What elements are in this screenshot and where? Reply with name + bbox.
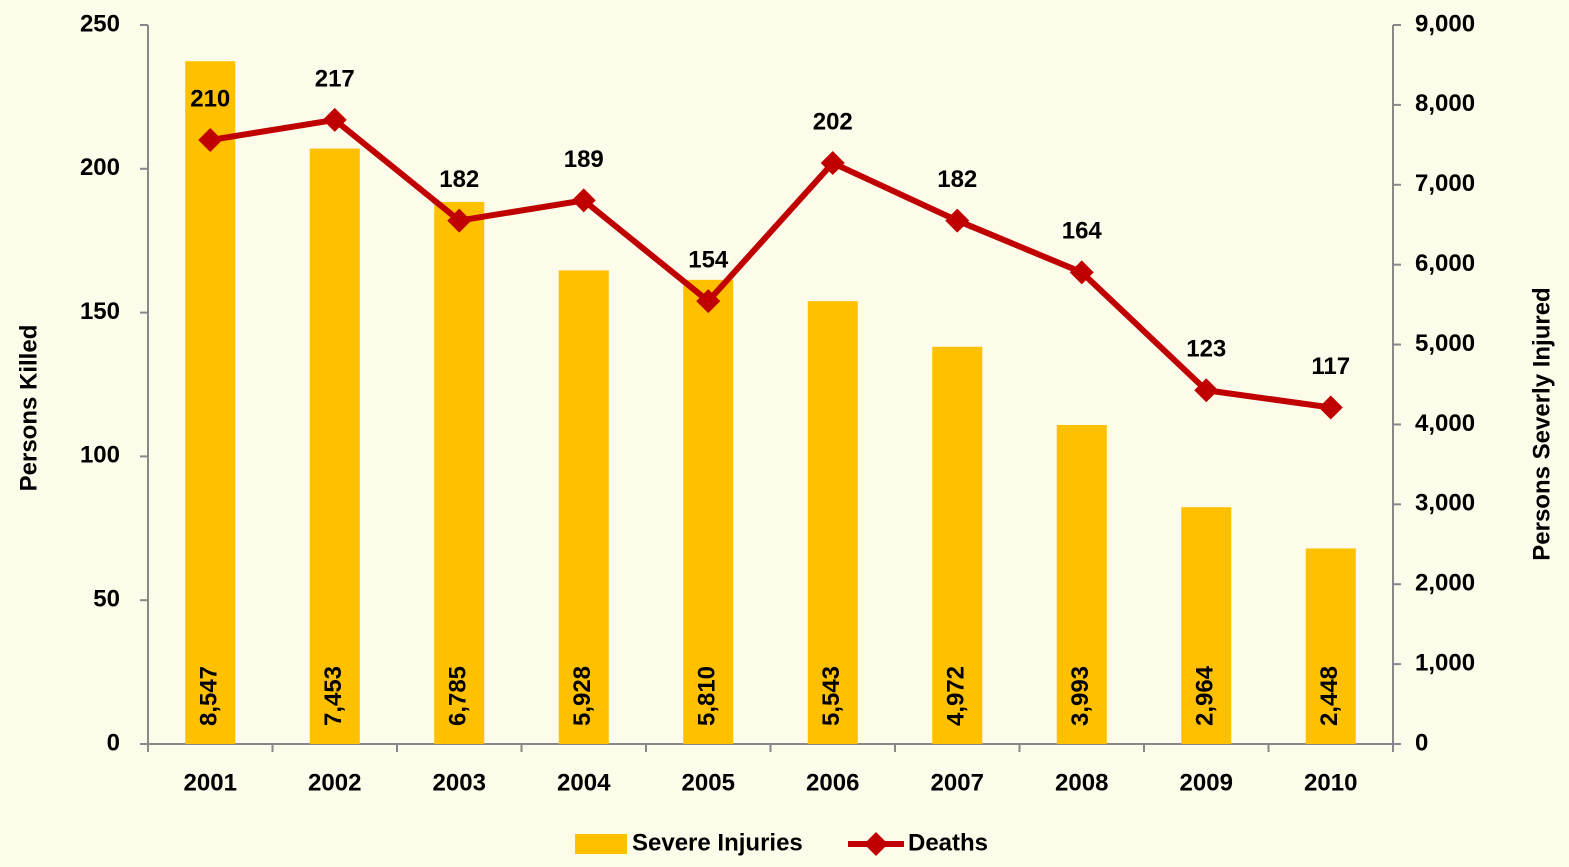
bar-value-label: 3,993 — [1067, 666, 1094, 726]
y2-tick-label: 3,000 — [1415, 490, 1475, 517]
y2-axis-label: Persons Severly Injured — [1528, 287, 1555, 560]
x-tick-label: 2009 — [1180, 769, 1233, 796]
y-axis-label: Persons Killed — [15, 325, 42, 492]
marker — [1069, 260, 1094, 285]
bar-value-label: 7,453 — [320, 666, 347, 726]
point-label: 182 — [937, 166, 977, 193]
y2-tick-label: 5,000 — [1415, 330, 1475, 357]
bar — [1056, 425, 1107, 744]
y2-tick-label: 9,000 — [1415, 10, 1475, 37]
bar — [932, 346, 983, 744]
marker — [820, 151, 845, 176]
marker — [322, 107, 347, 132]
y2-tick-label: 7,000 — [1415, 170, 1475, 197]
x-tick-label: 2006 — [806, 769, 859, 796]
bar — [683, 279, 734, 744]
legend-swatch — [575, 834, 627, 854]
point-label: 217 — [315, 65, 355, 92]
x-tick-label: 2003 — [433, 769, 486, 796]
y2-tick-label: 2,000 — [1415, 570, 1475, 597]
bar-value-label: 4,972 — [943, 666, 970, 726]
y2-tick-label: 4,000 — [1415, 410, 1475, 437]
legend-marker — [864, 832, 888, 856]
x-tick-label: 2007 — [931, 769, 984, 796]
marker — [571, 188, 596, 213]
bar-value-label: 5,928 — [569, 666, 596, 726]
legend-label: Deaths — [908, 829, 988, 856]
bar-value-label: 8,547 — [196, 666, 223, 726]
point-label: 117 — [1311, 353, 1350, 380]
y-tick-label: 100 — [80, 442, 120, 469]
marker — [696, 289, 721, 314]
y2-tick-label: 1,000 — [1415, 649, 1475, 676]
bar — [434, 201, 485, 745]
x-tick-label: 2002 — [308, 769, 361, 796]
bar — [185, 61, 236, 744]
y2-tick-label: 0 — [1415, 729, 1428, 756]
legend-label: Severe Injuries — [632, 829, 803, 856]
bar — [1181, 507, 1232, 744]
y-tick-label: 200 — [80, 154, 120, 181]
marker — [945, 208, 970, 233]
x-tick-label: 2005 — [682, 769, 735, 796]
y-tick-label: 50 — [93, 586, 120, 613]
bar-value-label: 6,785 — [445, 666, 472, 726]
x-tick-label: 2004 — [557, 769, 611, 796]
point-label: 182 — [439, 166, 479, 193]
marker — [198, 128, 223, 153]
point-label: 202 — [813, 108, 853, 135]
marker — [1194, 378, 1219, 403]
bar — [807, 301, 858, 744]
y-tick-label: 150 — [80, 298, 120, 325]
x-tick-label: 2010 — [1304, 769, 1357, 796]
point-label: 154 — [688, 246, 729, 273]
line — [209, 116, 1332, 411]
bar — [1305, 548, 1356, 744]
point-label: 164 — [1062, 218, 1103, 245]
y2-tick-label: 8,000 — [1415, 90, 1475, 117]
y2-tick-label: 6,000 — [1415, 250, 1475, 277]
bar-value-label: 2,448 — [1316, 666, 1343, 726]
x-tick-label: 2008 — [1055, 769, 1108, 796]
point-label: 210 — [190, 85, 230, 112]
y-tick-label: 0 — [107, 729, 120, 756]
point-label: 189 — [564, 146, 604, 173]
y-tick-label: 250 — [80, 10, 120, 37]
bar — [309, 148, 360, 744]
bar-value-label: 5,810 — [694, 666, 721, 726]
point-label: 123 — [1186, 336, 1226, 363]
bar-value-label: 5,543 — [818, 666, 845, 726]
bar-value-label: 2,964 — [1192, 665, 1219, 726]
marker — [1318, 395, 1343, 420]
x-tick-label: 2001 — [184, 769, 237, 796]
marker — [447, 208, 472, 233]
bar — [558, 270, 609, 744]
